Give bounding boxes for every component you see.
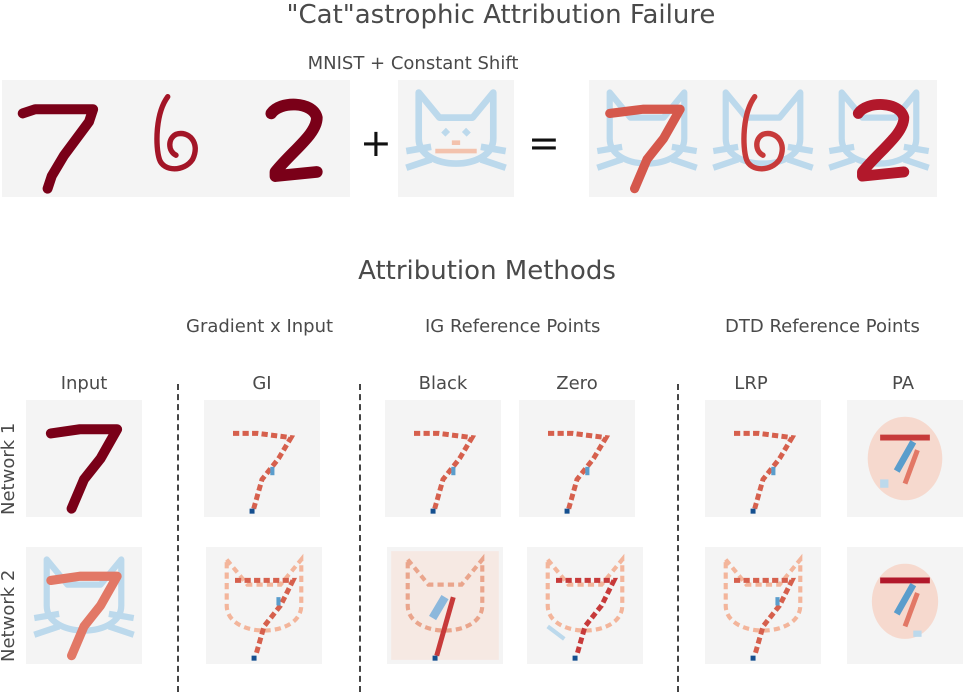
- network1-zero-attribution: [519, 400, 635, 517]
- divider-ig-dtd: [677, 384, 679, 692]
- mnist-shift-caption: MNIST + Constant Shift: [307, 53, 519, 74]
- network2-zero-attribution: [527, 547, 643, 664]
- network2-input-image: [26, 547, 142, 664]
- row-label-network-1: Network 1: [0, 422, 19, 515]
- network1-black-attribution: [385, 400, 501, 517]
- network1-lrp-attribution: [705, 400, 821, 517]
- group-label-gradient-x-input: Gradient x Input: [186, 316, 334, 337]
- network1-pa-attribution: [847, 400, 963, 517]
- network1-gi-attribution: [204, 400, 320, 517]
- column-label-zero: Zero: [556, 373, 598, 394]
- plus-symbol: +: [360, 121, 392, 165]
- figure-title: "Cat"astrophic Attribution Failure: [286, 0, 716, 30]
- column-label-gi: GI: [252, 373, 272, 394]
- network2-lrp-attribution: [705, 547, 821, 664]
- equals-symbol: =: [528, 121, 560, 165]
- column-label-input: Input: [60, 373, 108, 394]
- column-label-black: Black: [418, 373, 468, 394]
- mnist-digit-two: [234, 80, 350, 197]
- mnist-digit-six: [118, 80, 234, 197]
- shifted-digit-six: [705, 80, 821, 197]
- shifted-digit-seven: [589, 80, 705, 197]
- network2-gi-attribution: [206, 547, 322, 664]
- column-label-pa: PA: [891, 373, 915, 394]
- shifted-digit-two: [821, 80, 937, 197]
- group-label-ig-reference-points: IG Reference Points: [425, 316, 601, 337]
- cat-shift-pattern: [398, 80, 514, 197]
- divider-gi-ig: [359, 384, 361, 692]
- network2-black-attribution: [387, 547, 503, 664]
- mnist-digit-seven: [2, 80, 118, 197]
- network1-input-image: [26, 400, 142, 517]
- column-label-lrp: LRP: [734, 373, 768, 394]
- divider-input-gi: [177, 384, 179, 692]
- row-label-network-2: Network 2: [0, 569, 19, 662]
- group-label-dtd-reference-points: DTD Reference Points: [725, 316, 920, 337]
- network2-pa-attribution: [847, 547, 963, 664]
- methods-title: Attribution Methods: [358, 256, 616, 286]
